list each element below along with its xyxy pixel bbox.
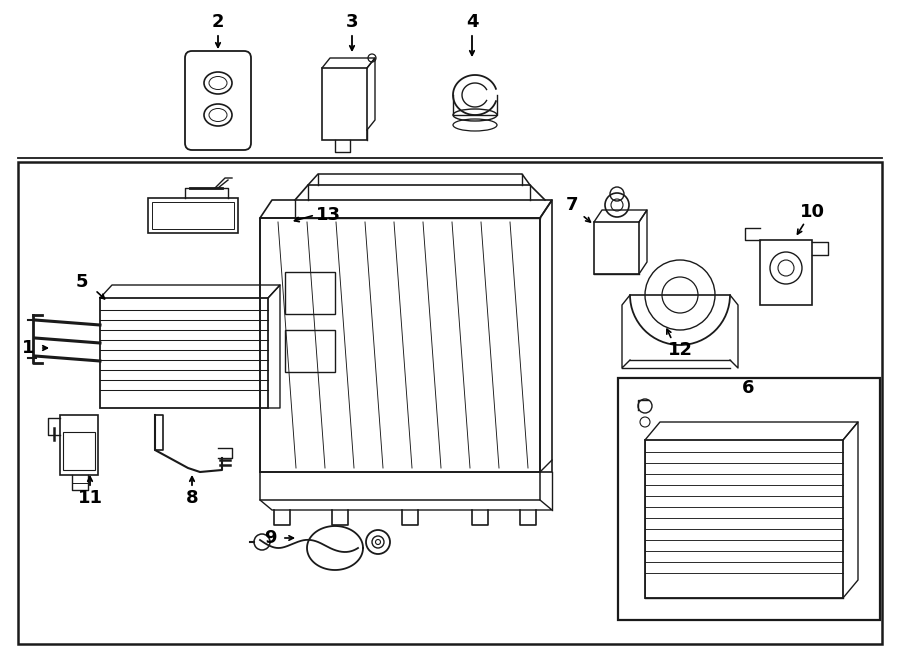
Bar xyxy=(645,440,843,598)
Bar xyxy=(60,415,98,475)
Text: 3: 3 xyxy=(346,13,358,31)
Text: 11: 11 xyxy=(77,489,103,507)
Text: 13: 13 xyxy=(316,206,340,224)
Text: 6: 6 xyxy=(742,379,754,397)
Bar xyxy=(618,378,880,620)
Bar xyxy=(100,298,268,408)
Bar xyxy=(63,432,95,470)
Bar xyxy=(594,222,639,274)
Text: 4: 4 xyxy=(466,13,478,31)
Bar xyxy=(322,68,367,140)
Text: 9: 9 xyxy=(264,529,276,547)
Text: 12: 12 xyxy=(668,341,692,359)
Bar xyxy=(285,272,335,314)
Text: 7: 7 xyxy=(566,196,578,214)
Text: 8: 8 xyxy=(185,489,198,507)
Bar xyxy=(148,198,238,233)
Text: 2: 2 xyxy=(212,13,224,31)
Bar xyxy=(18,162,882,644)
Text: 1: 1 xyxy=(22,339,34,357)
Bar xyxy=(760,240,812,305)
Text: 5: 5 xyxy=(76,273,88,291)
Bar xyxy=(152,202,234,229)
Text: 10: 10 xyxy=(799,203,824,221)
Bar xyxy=(285,330,335,372)
